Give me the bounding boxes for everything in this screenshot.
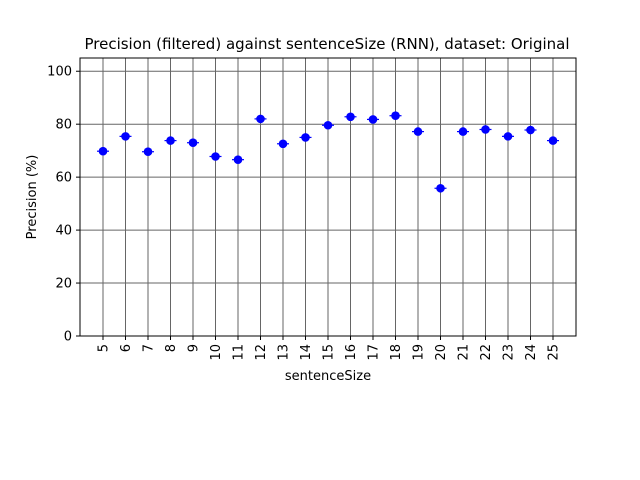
data-point bbox=[121, 132, 130, 141]
y-tick-label: 0 bbox=[64, 330, 72, 345]
data-point bbox=[278, 139, 288, 149]
x-tick-label: 11 bbox=[232, 344, 247, 361]
x-tick-label: 20 bbox=[434, 344, 449, 361]
x-tick-label: 18 bbox=[389, 344, 404, 361]
x-axis-title: sentenceSize bbox=[285, 369, 371, 384]
data-point bbox=[368, 115, 378, 124]
data-point bbox=[323, 120, 333, 130]
data-point bbox=[391, 111, 400, 121]
x-tick-label: 19 bbox=[412, 344, 427, 361]
x-tick-label: 25 bbox=[547, 344, 562, 361]
x-axis: 5 6 7 8 9 10 11 12 13 14 15 16 17 18 19 20 21 22 23 24 25 bbox=[97, 336, 562, 361]
data-point bbox=[188, 138, 198, 148]
data-point bbox=[166, 136, 175, 145]
data-point bbox=[346, 112, 355, 122]
y-tick-label: 20 bbox=[55, 277, 72, 292]
x-tick-label: 16 bbox=[344, 344, 359, 361]
data-point bbox=[98, 146, 108, 156]
x-tick-label: 22 bbox=[479, 344, 494, 361]
grid-lines bbox=[80, 58, 576, 337]
x-tick-label: 14 bbox=[299, 344, 314, 361]
data-point bbox=[301, 133, 310, 142]
x-tick-label: 21 bbox=[457, 344, 472, 361]
y-tick-label: 100 bbox=[47, 65, 72, 80]
x-tick-label: 15 bbox=[322, 344, 337, 361]
data-point bbox=[481, 125, 490, 134]
data-point bbox=[143, 147, 153, 157]
data-point bbox=[233, 155, 243, 164]
y-axis: 0 20 40 60 80 100 bbox=[47, 65, 80, 345]
data-point bbox=[548, 136, 558, 145]
x-tick-label: 7 bbox=[142, 344, 157, 352]
data-point bbox=[526, 125, 535, 135]
y-tick-label: 60 bbox=[55, 171, 72, 186]
data-points bbox=[97, 111, 559, 193]
x-tick-label: 9 bbox=[187, 344, 202, 352]
x-tick-label: 5 bbox=[97, 344, 112, 352]
x-tick-label: 6 bbox=[119, 344, 134, 352]
chart-title: Precision (filtered) against sentenceSiz… bbox=[84, 35, 569, 53]
x-tick-label: 17 bbox=[367, 344, 382, 361]
y-tick-label: 40 bbox=[55, 224, 72, 239]
x-tick-label: 13 bbox=[277, 344, 292, 361]
data-point bbox=[211, 152, 220, 161]
y-tick-label: 80 bbox=[55, 118, 72, 133]
y-axis-title: Precision (%) bbox=[25, 155, 40, 240]
data-point bbox=[458, 127, 468, 136]
x-tick-label: 8 bbox=[164, 344, 179, 352]
x-tick-label: 23 bbox=[502, 344, 517, 361]
data-point bbox=[436, 183, 445, 193]
x-tick-label: 12 bbox=[254, 344, 269, 361]
x-tick-label: 10 bbox=[209, 344, 224, 361]
x-tick-label: 24 bbox=[524, 344, 539, 361]
data-point bbox=[503, 132, 513, 141]
data-point bbox=[256, 114, 265, 124]
data-point bbox=[413, 127, 423, 136]
